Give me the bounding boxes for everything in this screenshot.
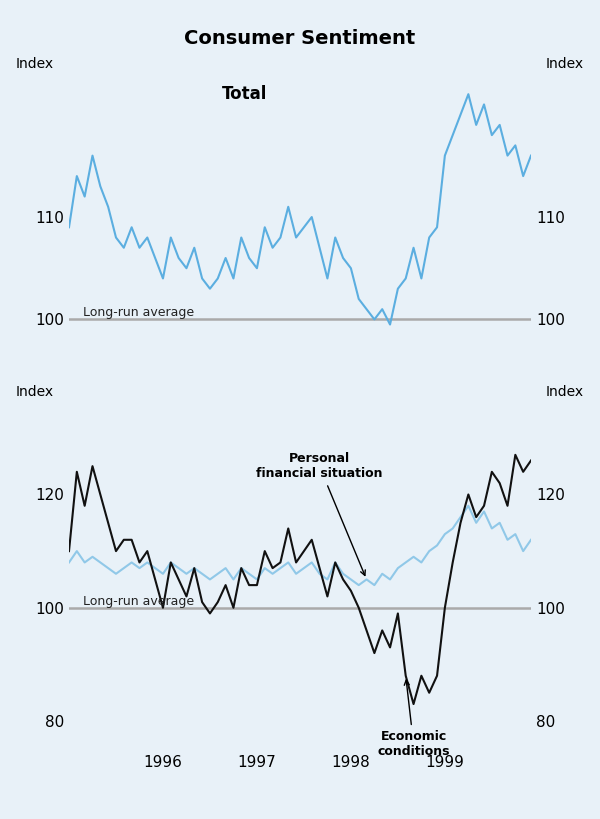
Text: Index: Index — [546, 385, 584, 400]
Text: Index: Index — [16, 57, 54, 70]
Text: Long-run average: Long-run average — [83, 306, 194, 319]
Text: Economic
conditions: Economic conditions — [377, 680, 450, 758]
Text: Consumer Sentiment: Consumer Sentiment — [184, 29, 416, 48]
Text: Index: Index — [546, 57, 584, 70]
Text: Long-run average: Long-run average — [83, 595, 194, 608]
Text: Index: Index — [16, 385, 54, 400]
Text: Personal
financial situation: Personal financial situation — [256, 452, 383, 576]
Text: Total: Total — [222, 85, 267, 103]
